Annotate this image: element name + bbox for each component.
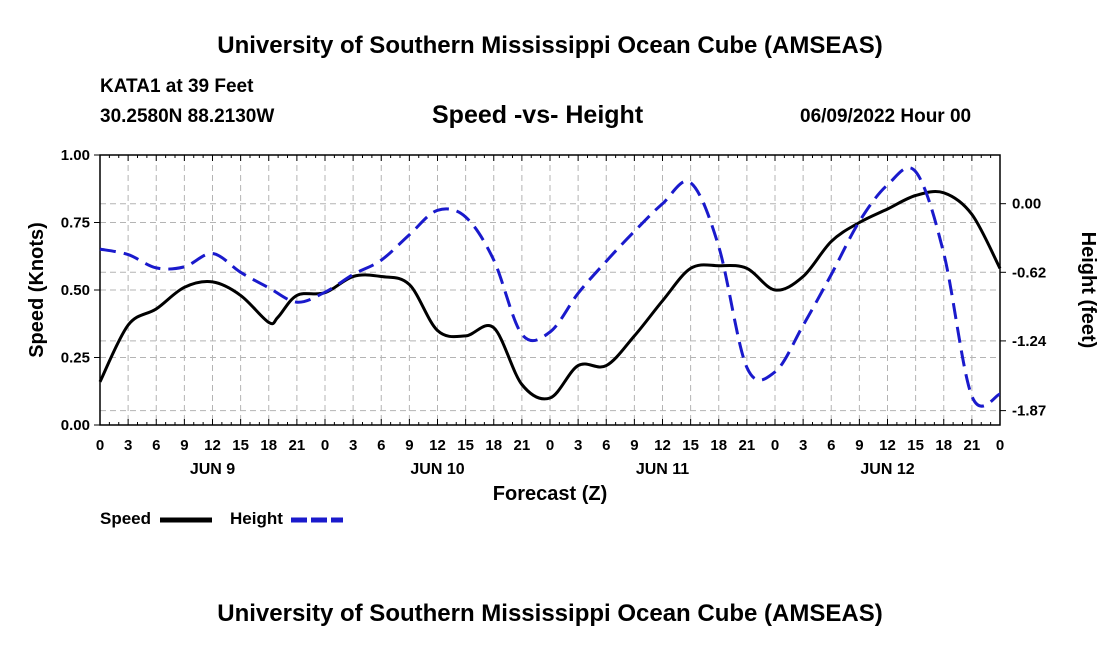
y2-tick-label: 0.00 [1012,196,1041,213]
day-label: JUN 9 [190,461,235,478]
x-tick-label: 9 [630,437,638,454]
x-tick-label: 0 [96,437,104,454]
x-tick-label: 3 [574,437,582,454]
x-tick-label: 12 [204,437,221,454]
y2-tick-label: -0.62 [1012,264,1046,281]
day-label: JUN 10 [410,461,464,478]
x-tick-label: 6 [152,437,160,454]
y-tick-label: 0.25 [61,350,90,367]
x-tick-label: 18 [710,437,727,454]
x-tick-label: 9 [180,437,188,454]
y-tick-label: 0.50 [61,282,90,299]
height-series-line [99,166,1001,408]
x-tick-label: 15 [907,437,924,454]
legend-height-label: Height [230,509,283,528]
x-tick-label: 9 [405,437,413,454]
x-tick-label: 18 [485,437,502,454]
day-label: JUN 12 [860,461,914,478]
x-tick-label: 0 [771,437,779,454]
x-tick-label: 15 [682,437,699,454]
x-axis-title: Forecast (Z) [493,483,607,505]
x-tick-label: 18 [935,437,952,454]
x-tick-label: 3 [799,437,807,454]
chart-title: University of Southern Mississippi Ocean… [217,32,883,59]
x-tick-label: 21 [964,437,981,454]
x-tick-label: 18 [260,437,277,454]
x-tick-label: 21 [739,437,756,454]
x-tick-label: 3 [124,437,132,454]
x-tick-label: 6 [377,437,385,454]
y2-tick-label: -1.24 [1012,333,1047,350]
y2-tick-label: -1.87 [1012,403,1046,420]
y-axis-title: Speed (Knots) [26,222,48,358]
x-tick-label: 21 [514,437,531,454]
legend-speed-label: Speed [100,509,152,528]
x-tick-label: 15 [457,437,474,454]
x-tick-label: 15 [232,437,249,454]
speed-series-line [98,190,1002,401]
coordinates-label: 30.2580N 88.2130W [100,106,275,127]
x-tick-label: 6 [602,437,610,454]
x-tick-label: 3 [349,437,357,454]
x-tick-label: 0 [546,437,554,454]
x-tick-label: 12 [879,437,896,454]
x-tick-label: 0 [321,437,329,454]
station-label: KATA1 at 39 Feet [100,76,254,97]
chart-subtitle: Speed -vs- Height [432,101,644,129]
day-label: JUN 11 [636,461,689,478]
x-tick-label: 0 [996,437,1004,454]
y-tick-label: 0.75 [61,215,90,232]
x-tick-label: 12 [429,437,446,454]
footer-title: University of Southern Mississippi Ocean… [217,600,883,627]
x-tick-label: 21 [289,437,306,454]
x-tick-label: 12 [654,437,671,454]
speed-height-chart: 0 3 6 9 12 15 18 21 0 3 6 9 12 15 18 21 0 3 6 9 12 15 18 21 0 3 6 9… [26,147,1099,523]
x-tick-label: 9 [855,437,863,454]
y-tick-label: 0.00 [61,417,90,434]
y2-axis-title: Height (feet) [1077,232,1099,349]
y-tick-label: 1.00 [61,147,90,164]
x-tick-label: 6 [827,437,835,454]
forecast-datetime: 06/09/2022 Hour 00 [800,106,972,127]
